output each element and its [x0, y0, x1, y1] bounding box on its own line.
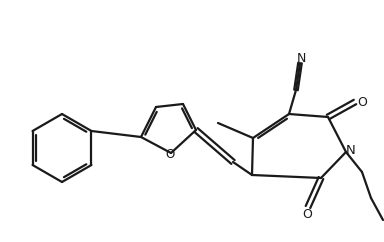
- Text: N: N: [346, 144, 356, 158]
- Text: O: O: [166, 148, 175, 160]
- Text: N: N: [296, 52, 306, 65]
- Text: O: O: [302, 207, 312, 220]
- Text: O: O: [357, 96, 367, 108]
